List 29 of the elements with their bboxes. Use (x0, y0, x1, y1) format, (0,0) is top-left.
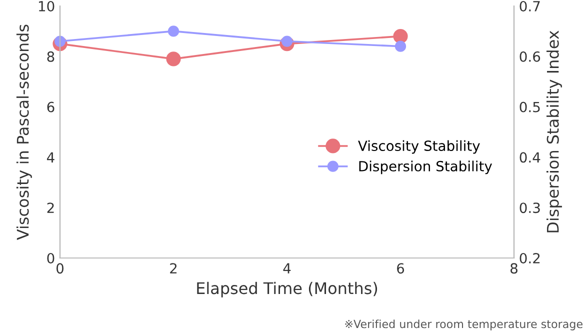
y2-tick-label: 0.6 (520, 51, 540, 62)
text: ※Verified under room temperature storage (345, 320, 582, 330)
x-tick-label: 2 (170, 263, 177, 274)
y2-axis-title: Dispersion Stability Index (546, 30, 562, 232)
x-axis-title: Elapsed Time (Months) (197, 282, 378, 298)
legend-label: Dispersion Stability (359, 160, 492, 174)
point (166, 52, 181, 66)
y2-tick-label: 0.2 (520, 252, 540, 264)
y2-tick-label: 0.3 (520, 202, 540, 214)
y-tick-label: 0 (47, 252, 54, 264)
point (54, 36, 66, 47)
x-tick-label: 6 (397, 263, 404, 274)
y2-tick-label: 0.7 (520, 0, 540, 12)
point (281, 36, 293, 47)
y-axis-title: Viscosity in Pascal-seconds (16, 24, 32, 240)
y2-tick-label: 0.4 (520, 152, 540, 163)
x-tick-label: 4 (283, 263, 291, 274)
y2-tick-label: 0.5 (520, 102, 540, 112)
point (168, 26, 180, 37)
x-tick-label: 0 (56, 263, 64, 274)
point (394, 40, 406, 52)
y-tick-label: 8 (47, 51, 54, 62)
x-tick-label: 8 (510, 263, 518, 274)
y-tick-label: 4 (46, 152, 54, 162)
legend-label: Viscosity Stability (358, 140, 480, 154)
point (393, 28, 408, 44)
y-tick-label: 6 (47, 102, 54, 112)
y-tick-label: 2 (47, 202, 54, 213)
y-tick-label: 10 (38, 0, 54, 12)
